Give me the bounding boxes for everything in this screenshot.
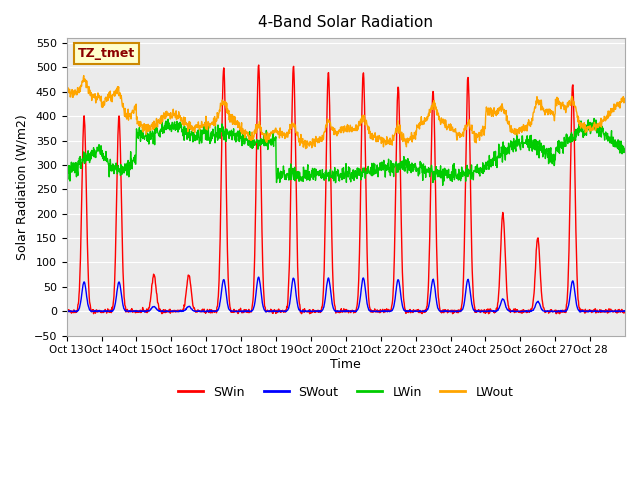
Line: SWin: SWin: [67, 65, 625, 314]
Line: LWout: LWout: [67, 75, 625, 149]
Line: SWout: SWout: [67, 277, 625, 312]
Text: TZ_tmet: TZ_tmet: [78, 47, 135, 60]
LWin: [621, 146, 629, 152]
LWout: [150, 125, 158, 131]
SWout: [150, 304, 158, 310]
SWout: [332, 308, 340, 314]
SWin: [614, 308, 622, 313]
LWout: [560, 102, 568, 108]
SWin: [478, 309, 486, 314]
SWin: [332, 310, 340, 316]
SWin: [63, 308, 70, 313]
LWout: [621, 96, 629, 101]
SWout: [614, 309, 622, 314]
X-axis label: Time: Time: [330, 358, 361, 371]
SWin: [255, 62, 262, 68]
SWout: [321, 296, 329, 301]
SWin: [560, 309, 568, 315]
SWout: [240, 309, 248, 315]
SWout: [478, 308, 486, 314]
LWin: [63, 167, 70, 172]
LWout: [478, 128, 486, 134]
LWout: [63, 88, 70, 94]
LWin: [332, 180, 339, 186]
Legend: SWin, SWout, LWin, LWout: SWin, SWout, LWin, LWout: [173, 381, 518, 404]
SWin: [90, 311, 97, 317]
LWin: [478, 166, 486, 171]
LWout: [302, 146, 310, 152]
SWout: [255, 274, 262, 280]
LWin: [150, 134, 158, 140]
LWin: [321, 172, 329, 178]
LWin: [158, 114, 166, 120]
LWin: [439, 182, 447, 188]
SWout: [560, 308, 568, 314]
Y-axis label: Solar Radiation (W/m2): Solar Radiation (W/m2): [15, 114, 28, 260]
LWin: [560, 144, 568, 150]
LWin: [614, 146, 622, 152]
Title: 4-Band Solar Radiation: 4-Band Solar Radiation: [259, 15, 433, 30]
SWin: [621, 310, 629, 316]
LWout: [321, 128, 329, 134]
SWout: [621, 308, 629, 314]
SWout: [63, 308, 70, 314]
LWout: [614, 104, 622, 109]
LWout: [332, 131, 340, 137]
SWin: [321, 215, 329, 220]
SWin: [150, 273, 158, 278]
LWout: [80, 72, 88, 78]
Line: LWin: LWin: [67, 117, 625, 185]
